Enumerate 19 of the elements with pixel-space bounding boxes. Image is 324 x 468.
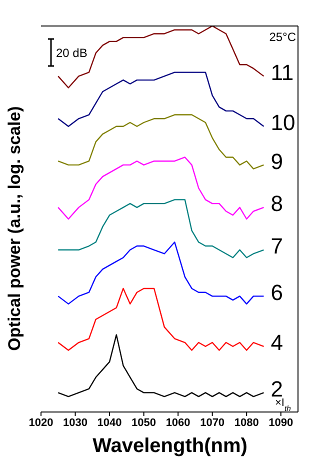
annotation: 25°C [269,30,296,44]
x-tick-label: 1070 [200,416,225,429]
x-tick-label: 1060 [166,416,190,429]
series-label: 6 [270,280,283,306]
y-axis-title: Optical power (a.u., log. scale) [5,106,24,351]
x-tick-label: 1050 [132,416,156,429]
x-tick-label: 1090 [268,416,294,429]
x-tick-label: 1080 [234,416,259,429]
series-label: 8 [270,191,283,216]
x-tick-label: 1030 [63,416,88,429]
series-label: 9 [270,148,283,174]
x-tick-label: 1020 [28,416,54,429]
x-tick-label: 1040 [97,416,122,429]
series-label: 10 [270,110,296,136]
series-label: 11 [270,60,294,85]
annotation: 20 dB [56,46,88,60]
x-axis-title: Wavelength(nm) [92,435,248,457]
series-label: 4 [270,330,283,356]
series-label: 7 [270,234,283,259]
